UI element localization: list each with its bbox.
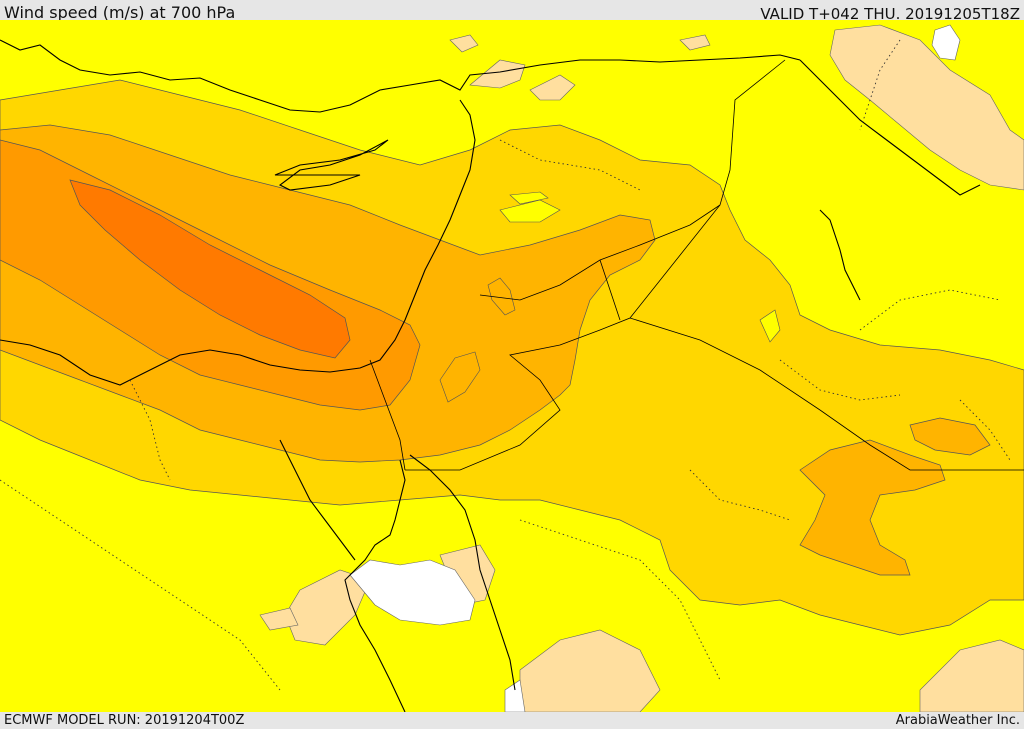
- band-pockets: [439, 277, 516, 403]
- country-borders: [369, 59, 1024, 471]
- band-30-35-core: [69, 179, 351, 359]
- map-title: Wind speed (m/s) at 700 hPa: [4, 3, 236, 22]
- header-bar: Wind speed (m/s) at 700 hPa VALID T+042 …: [0, 0, 1024, 23]
- band-lt5-patches: [349, 24, 961, 712]
- region-borders: [0, 39, 1011, 691]
- footer-bar: ECMWF MODEL RUN: 20191204T00Z ArabiaWeat…: [0, 712, 1024, 729]
- band-5-10-patches: [259, 24, 1024, 712]
- valid-time: VALID T+042 THU. 20191205T18Z: [760, 5, 1020, 23]
- band-yellow-pockets: [499, 191, 781, 343]
- band-20-25-east: [799, 439, 946, 576]
- band-20-25-small: [909, 417, 991, 456]
- model-run-label: ECMWF MODEL RUN: 20191204T00Z: [4, 713, 245, 728]
- map-canvas: [0, 20, 1024, 712]
- wind-speed-map: [0, 20, 1024, 712]
- coastlines: [0, 39, 981, 712]
- credit-label: ArabiaWeather Inc.: [895, 713, 1020, 728]
